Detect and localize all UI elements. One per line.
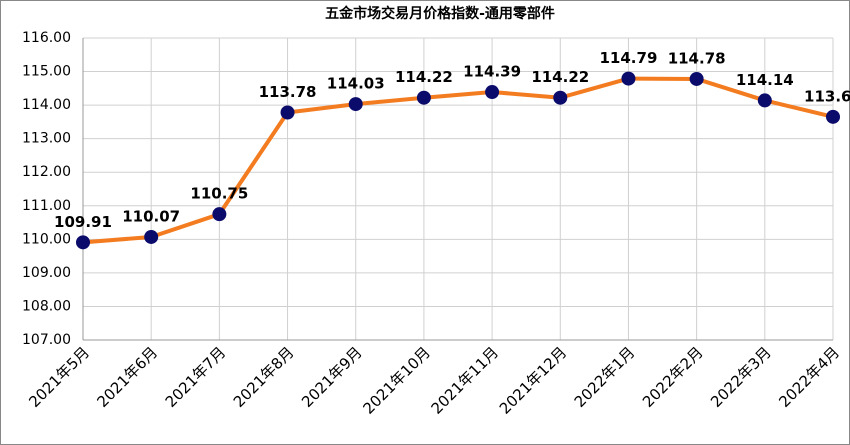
marker [621, 71, 636, 86]
data-label: 110.07 [122, 207, 180, 225]
marker [485, 85, 500, 100]
line [82, 76, 834, 245]
data-label: 114.79 [600, 49, 658, 67]
data-label: 114.22 [531, 68, 589, 86]
data-label: 114.03 [327, 75, 385, 93]
data-label: 113.78 [259, 83, 317, 101]
y-tick-label: 116.00 [22, 30, 71, 46]
marker [689, 71, 704, 86]
y-tick-label: 115.00 [22, 64, 71, 80]
data-label: 113.65 [804, 87, 850, 105]
marker [212, 207, 227, 222]
y-tick-label: 112.00 [22, 164, 71, 180]
marker [826, 109, 840, 124]
data-label: 114.39 [463, 63, 521, 81]
data-label: 110.75 [190, 185, 248, 203]
chart-title: 五金市场交易月价格指数-通用零部件 [325, 5, 555, 22]
y-tick-label: 113.00 [22, 131, 71, 147]
data-label: 114.22 [395, 68, 453, 86]
y-tick-label: 107.00 [22, 332, 71, 348]
y-tick-label: 111.00 [22, 198, 71, 214]
y-tick-label: 114.00 [22, 97, 71, 113]
data-label: 114.14 [736, 71, 794, 89]
marker [348, 97, 363, 112]
marker [553, 90, 568, 105]
marker [757, 93, 772, 108]
y-tick-label: 109.00 [22, 265, 71, 281]
y-tick-label: 108.00 [22, 298, 71, 314]
marker [416, 90, 431, 105]
data-label: 109.91 [54, 213, 112, 231]
data-label: 114.78 [668, 49, 726, 67]
marker [144, 229, 159, 244]
marker [280, 105, 295, 120]
y-tick-label: 110.00 [22, 231, 71, 247]
marker [76, 235, 90, 250]
